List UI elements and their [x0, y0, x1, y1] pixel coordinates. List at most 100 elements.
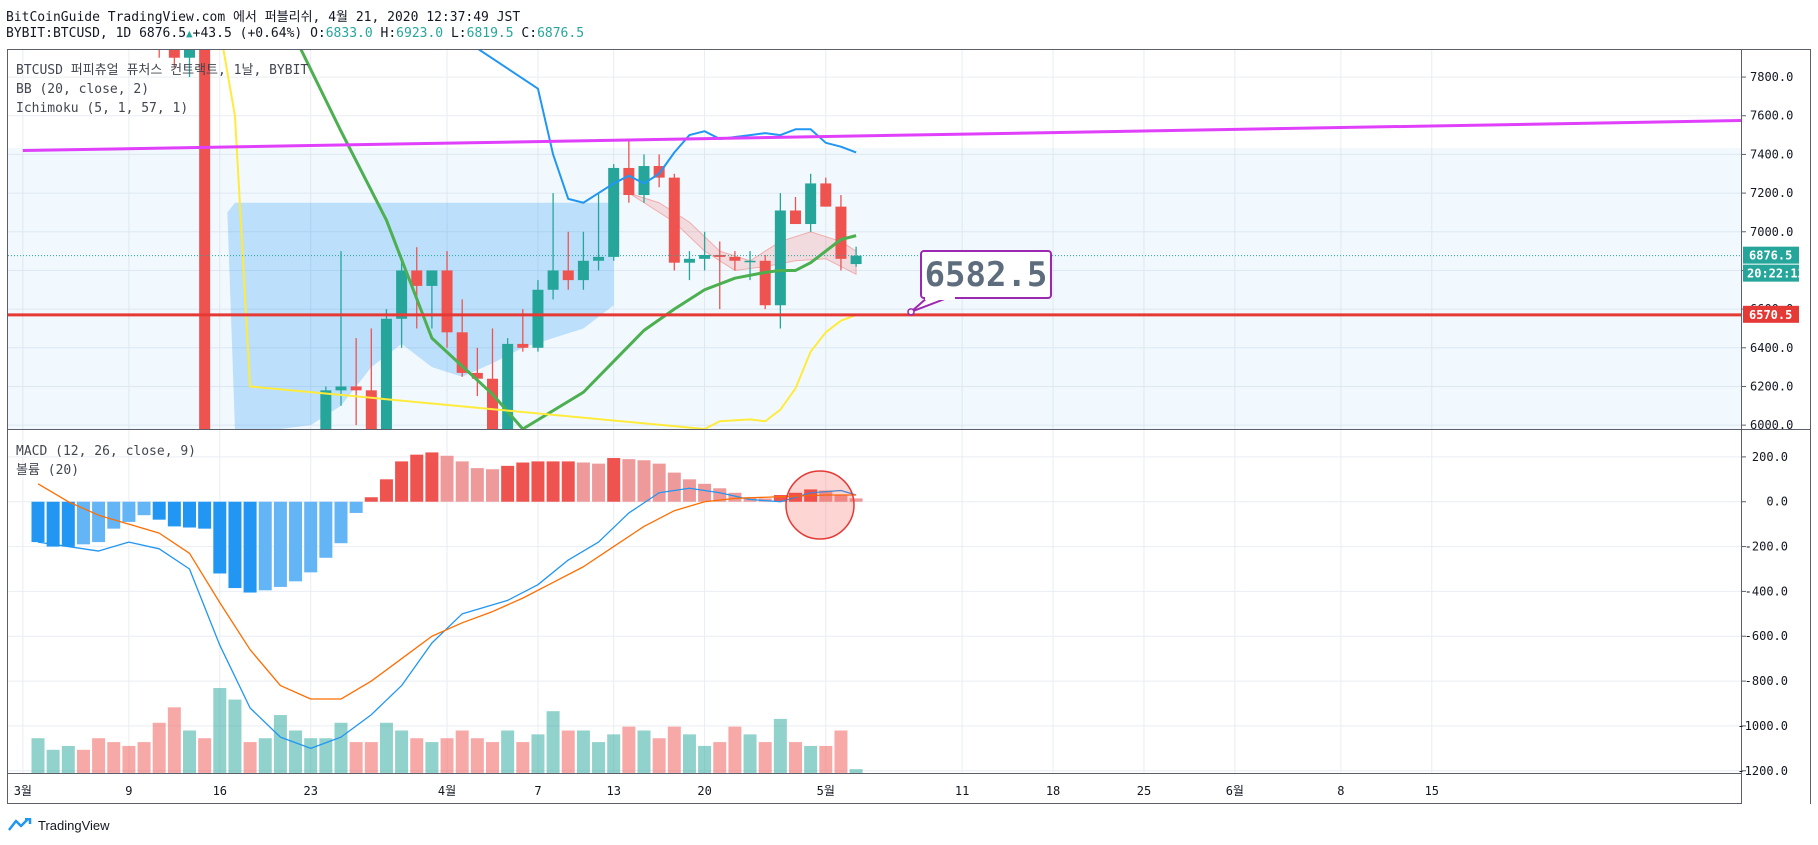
time-tick-label: 9 — [125, 784, 132, 798]
candle-body — [729, 256, 741, 261]
candle-body — [335, 386, 347, 391]
volume-bar — [410, 738, 424, 773]
candle-body — [380, 318, 392, 429]
volume-bar — [395, 730, 409, 773]
volume-bar — [273, 715, 287, 773]
volume-bar — [107, 742, 121, 773]
volume-bar — [349, 742, 363, 773]
volume-bar — [304, 738, 318, 773]
volume-bar — [31, 738, 45, 773]
macd-hist-bar — [667, 472, 681, 502]
macd-hist-bar — [501, 465, 515, 502]
macd-hist-bar — [637, 460, 651, 502]
pane-borders — [7, 49, 1811, 804]
legend-bb: BB (20, close, 2) — [16, 82, 149, 97]
macd-hist-bar — [183, 501, 196, 528]
macd-line — [37, 487, 857, 749]
macd-histogram — [31, 452, 863, 593]
volume-bar — [819, 745, 833, 773]
volume-bar — [440, 738, 454, 773]
main-pane[interactable] — [8, 0, 1795, 810]
tradingview-footer[interactable]: TradingView — [8, 814, 110, 836]
macd-hist-bar — [531, 461, 545, 502]
candle-body — [532, 289, 544, 348]
time-tick-label: 4월 — [438, 784, 456, 798]
macd-hist-bar — [622, 459, 636, 502]
volume-bar — [289, 730, 303, 773]
callout-gap — [925, 295, 955, 300]
macd-hist-bar — [834, 495, 848, 502]
high-label: H: — [380, 26, 397, 41]
candle-body — [502, 343, 514, 429]
volume-bar — [379, 722, 393, 773]
macd-hist-bar — [167, 501, 181, 527]
hline-price-badge-label: 6570.5 — [1749, 308, 1792, 322]
price-chart[interactable]: 7800.07600.07400.07200.07000.06800.06600… — [0, 0, 1818, 810]
volume-bar — [789, 742, 802, 773]
candle-body — [411, 270, 423, 286]
macd-hist-bar — [470, 468, 484, 502]
volume-bar — [652, 738, 666, 773]
time-tick-label: 13 — [606, 784, 620, 798]
volume-bars — [31, 688, 863, 773]
macd-axis[interactable]: 200.0 0.0 -200.0 -400.0 -600.0 -800.0 -1000.0 -… — [1737, 450, 1788, 778]
volume-bar — [667, 726, 681, 773]
macd-hist-bar — [198, 501, 212, 529]
callout-box — [920, 250, 1052, 299]
candle-body — [805, 183, 817, 225]
bollinger-bands — [222, 50, 857, 429]
publish-info: BitCoinGuide TradingView.com 에서 퍼블리쉬, 4월… — [6, 10, 521, 25]
macd-hist-bar — [76, 501, 90, 545]
macd-hist-bar — [31, 501, 45, 543]
price-callout[interactable]: 6582.5 — [907, 250, 1052, 316]
candle-body — [835, 206, 847, 259]
candle-body — [471, 372, 483, 379]
last-price: 6876.5 — [139, 26, 187, 41]
high-value: 6923.0 — [396, 26, 444, 41]
countdown-badge-label: 20:22:12 — [1747, 267, 1805, 281]
legend-ichimoku: Ichimoku (5, 1, 57, 1) — [16, 101, 188, 116]
candle-body — [850, 255, 862, 265]
price-tick-label: 7800.0 — [1750, 70, 1793, 84]
macd-hist-bar — [334, 501, 348, 544]
candle-body — [199, 50, 211, 429]
volume-bar — [425, 742, 439, 773]
price-tick-label: 7200.0 — [1750, 186, 1793, 200]
callout-anchor-dot[interactable] — [907, 308, 915, 316]
macd-tick-label: -1000.0 — [1737, 719, 1788, 733]
volume-bar — [364, 742, 378, 773]
time-tick-label: 25 — [1137, 784, 1151, 798]
time-tick-label: 6월 — [1226, 784, 1244, 798]
macd-hist-bar — [728, 492, 742, 502]
time-tick-label: 18 — [1046, 784, 1060, 798]
legend-volume: 볼륨 (20) — [16, 463, 79, 478]
volume-bar — [243, 742, 257, 773]
time-tick-label: 7 — [534, 784, 541, 798]
macd-hist-bar — [698, 483, 712, 502]
time-axis[interactable]: 3월 9 16 23 4월 7 13 20 5월 11 18 25 6월 8 15 — [14, 784, 1439, 798]
candle-body — [683, 258, 695, 263]
candle-body — [154, 0, 165, 48]
candle-body — [365, 390, 377, 429]
volume-bar — [804, 745, 818, 773]
candles — [154, 0, 862, 429]
macd-hist-bar — [516, 462, 530, 502]
macd-pane[interactable] — [31, 452, 863, 773]
volume-bar — [46, 749, 60, 773]
volume-bar — [92, 738, 106, 773]
volume-bar — [319, 738, 333, 773]
open-value: 6833.0 — [325, 26, 373, 41]
time-tick-label: 20 — [697, 784, 711, 798]
triangle-up-icon: ▲ — [186, 27, 193, 40]
ichimoku-cloud — [8, 148, 1741, 429]
candle-body — [699, 254, 711, 259]
candle-body — [426, 270, 438, 286]
candle-body — [184, 50, 195, 58]
bb-background — [8, 148, 1741, 429]
price-tick-label: 7600.0 — [1750, 109, 1793, 123]
horizontal-lines — [8, 119, 1741, 317]
legend-lower: MACD (12, 26, close, 9) 볼륨 (20) — [16, 444, 196, 478]
time-tick-label: 16 — [213, 784, 227, 798]
macd-hist-bar — [576, 462, 590, 502]
time-tick-label: 15 — [1425, 784, 1439, 798]
